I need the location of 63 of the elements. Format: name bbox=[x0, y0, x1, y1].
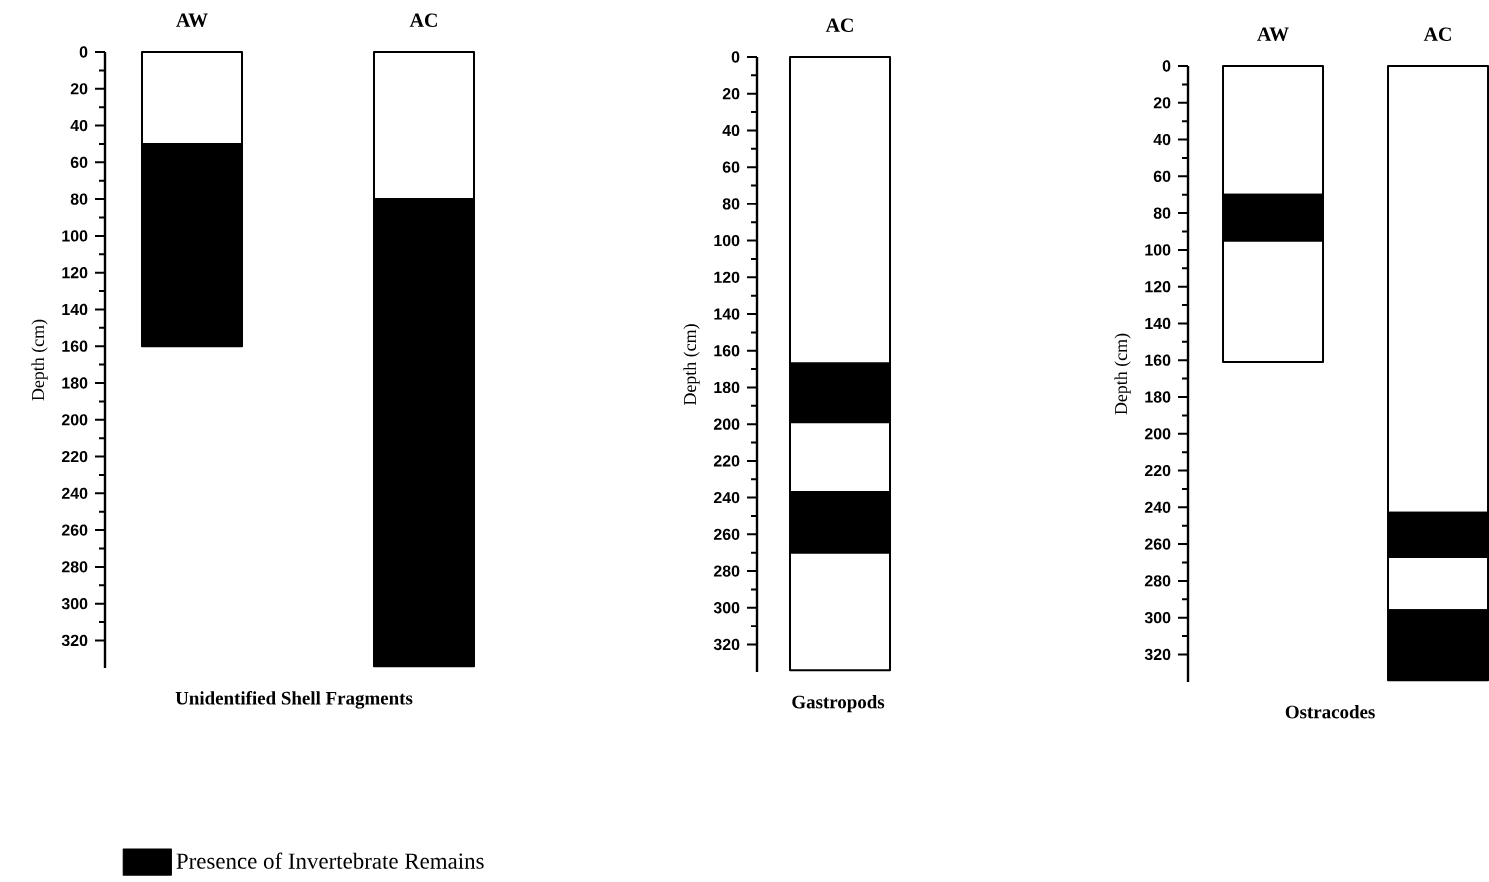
y-tick-label: 280 bbox=[61, 561, 88, 573]
y-tick-label: 240 bbox=[1144, 501, 1171, 513]
y-tick-label: 300 bbox=[61, 598, 88, 610]
y-tick-label: 280 bbox=[1144, 575, 1171, 587]
y-tick-label: 180 bbox=[1145, 391, 1171, 403]
y-tick-label: 80 bbox=[722, 198, 740, 210]
y-tick-label: 80 bbox=[1153, 207, 1171, 219]
y-tick-label: 180 bbox=[714, 381, 740, 394]
x-tick-label: AC bbox=[409, 13, 437, 27]
y-tick-label: 120 bbox=[62, 267, 88, 279]
y-tick-label: 140 bbox=[1145, 317, 1171, 330]
y-tick-label: 220 bbox=[1144, 464, 1171, 477]
y-tick-label: 260 bbox=[713, 528, 740, 540]
y-tick-label: 160 bbox=[1145, 354, 1171, 366]
y-tick-label: 220 bbox=[713, 455, 740, 467]
y-tick-label: 320 bbox=[61, 634, 88, 647]
y-tick-label: 60 bbox=[70, 156, 88, 168]
y-tick-label: 140 bbox=[714, 308, 740, 320]
y-tick-label: 20 bbox=[70, 83, 88, 95]
y-tick-label: 100 bbox=[714, 234, 740, 247]
y-axis-title: Depth (cm) bbox=[31, 319, 48, 401]
y-axis-title: Depth (cm) bbox=[1114, 333, 1131, 415]
y-tick-label: 240 bbox=[713, 491, 740, 504]
y-tick-label: 40 bbox=[70, 119, 88, 132]
x-axis-title: Gastropods bbox=[792, 695, 885, 713]
y-tick-label: 180 bbox=[62, 377, 88, 389]
y-tick-label: 320 bbox=[1144, 648, 1171, 661]
y-tick-label: 0 bbox=[731, 51, 740, 63]
y-tick-label: 200 bbox=[713, 418, 740, 430]
x-tick-label: AC bbox=[1423, 27, 1451, 41]
y-tick-label: 0 bbox=[1162, 60, 1171, 72]
x-axis-title: Unidentified Shell Fragments bbox=[175, 691, 413, 709]
y-tick-label: 120 bbox=[1145, 281, 1171, 293]
y-tick-label: 300 bbox=[713, 602, 740, 614]
x-tick-label: AC bbox=[825, 18, 853, 32]
x-tick-label: AW bbox=[176, 13, 208, 27]
y-tick-label: 300 bbox=[1144, 612, 1171, 624]
y-tick-label: 40 bbox=[722, 124, 740, 137]
y-tick-label: 240 bbox=[61, 487, 88, 499]
y-tick-label: 260 bbox=[1144, 538, 1171, 550]
y-tick-label: 80 bbox=[70, 193, 88, 205]
y-tick-label: 220 bbox=[61, 450, 88, 463]
y-tick-label: 160 bbox=[714, 345, 740, 357]
y-tick-label: 0 bbox=[79, 46, 88, 58]
y-tick-label: 40 bbox=[1153, 133, 1171, 146]
y-tick-label: 60 bbox=[1153, 170, 1171, 182]
y-tick-label: 20 bbox=[1153, 97, 1171, 109]
y-tick-label: 200 bbox=[1144, 428, 1171, 440]
y-tick-label: 100 bbox=[1145, 244, 1171, 256]
y-tick-label: 100 bbox=[62, 230, 88, 242]
legend-label: Presence of Invertebrate Remains bbox=[176, 852, 484, 869]
x-tick-label: AW bbox=[1257, 27, 1289, 41]
y-tick-label: 120 bbox=[714, 271, 740, 283]
y-tick-label: 260 bbox=[61, 524, 88, 536]
y-tick-label: 160 bbox=[62, 340, 88, 352]
y-tick-label: 20 bbox=[722, 88, 740, 100]
y-tick-label: 320 bbox=[713, 638, 740, 651]
y-axis-title: Depth (cm) bbox=[683, 324, 700, 406]
y-tick-label: 280 bbox=[713, 565, 740, 577]
x-axis-title: Ostracodes bbox=[1285, 705, 1375, 719]
y-tick-label: 140 bbox=[62, 303, 88, 316]
y-tick-label: 60 bbox=[722, 161, 740, 173]
y-tick-label: 200 bbox=[61, 414, 88, 426]
